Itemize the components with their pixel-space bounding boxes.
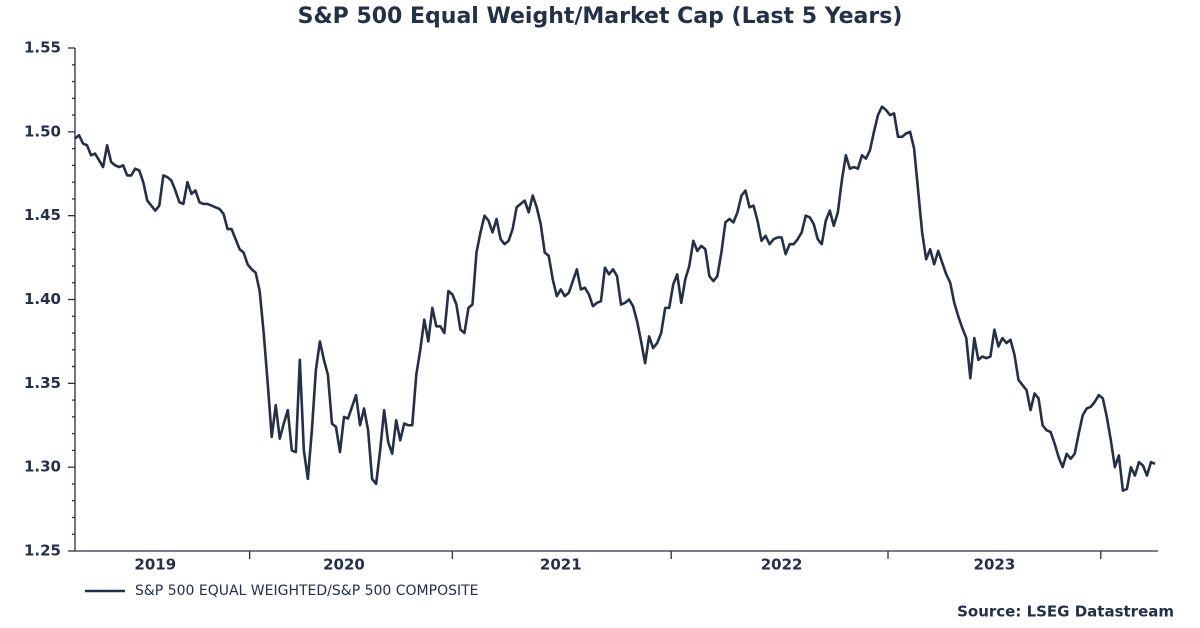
y-tick-label: 1.35: [24, 374, 61, 392]
y-tick-label: 1.55: [24, 39, 61, 57]
y-tick-label: 1.25: [24, 542, 61, 560]
x-tick-label: 2022: [761, 556, 803, 574]
series-line: [74, 105, 1156, 492]
chart-title: S&P 500 Equal Weight/Market Cap (Last 5 …: [298, 4, 903, 29]
source-note: Source: LSEG Datastream: [957, 603, 1174, 621]
y-tick-label: 1.30: [24, 458, 61, 476]
x-tick-label: 2021: [540, 556, 582, 574]
y-tick-label: 1.45: [24, 206, 61, 224]
y-tick-label: 1.40: [24, 290, 61, 308]
x-tick-label: 2019: [134, 556, 176, 574]
y-tick-label: 1.50: [24, 122, 61, 140]
x-tick-label: 2023: [974, 556, 1016, 574]
legend-label: S&P 500 EQUAL WEIGHTED/S&P 500 COMPOSITE: [135, 583, 479, 599]
x-tick-label: 2020: [323, 556, 365, 574]
